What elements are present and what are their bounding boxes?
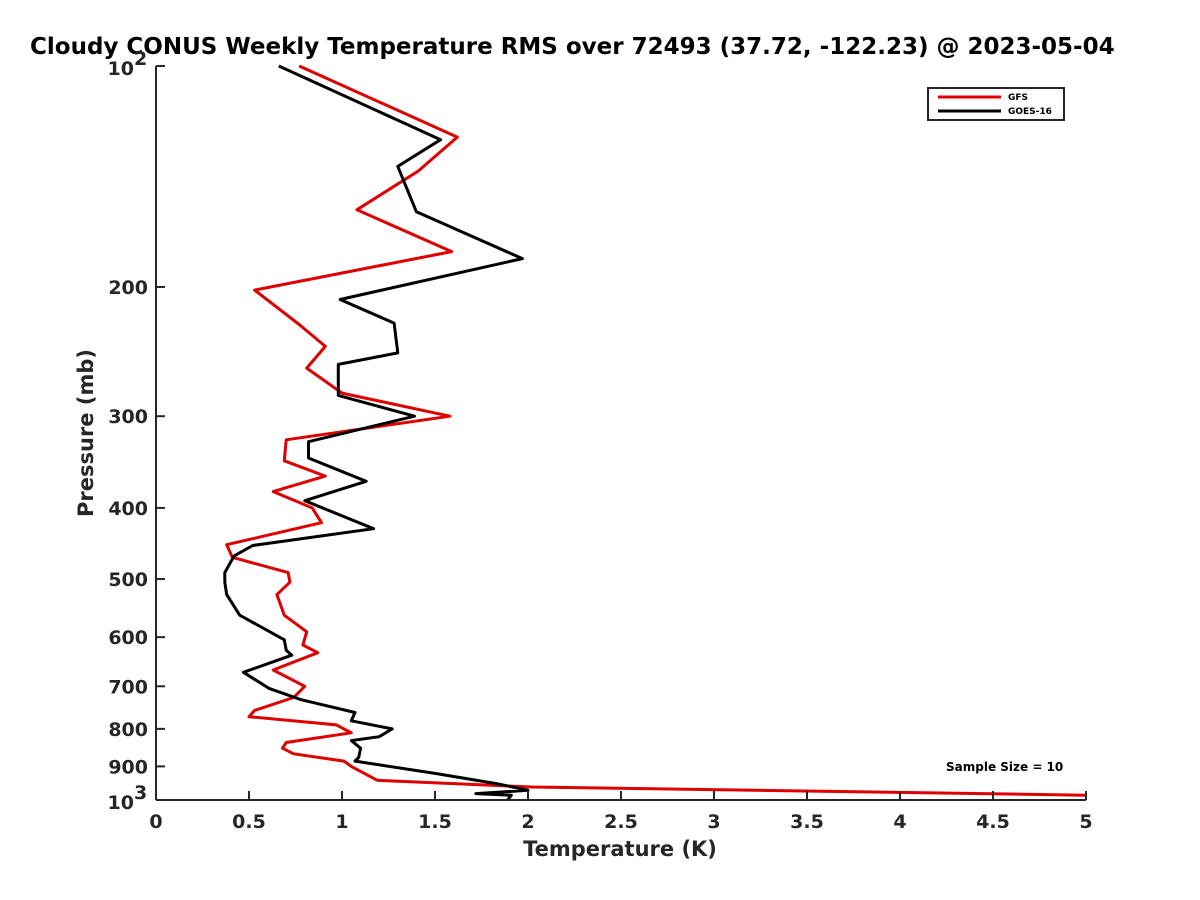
- legend-label: GFS: [1008, 93, 1028, 103]
- x-tick-label: 1: [335, 811, 348, 833]
- series-line-gfs: [225, 64, 1087, 797]
- y-tick-base: 10: [108, 792, 134, 814]
- y-tick-exponent: 3: [134, 782, 147, 804]
- sample-size-annotation: Sample Size = 10: [946, 760, 1063, 774]
- series-line-goes-16: [223, 64, 530, 801]
- legend-label: GOES-16: [1008, 107, 1052, 117]
- y-tick-label: 400: [108, 498, 148, 520]
- legend-box: [927, 87, 1065, 121]
- x-axis: 0 0.5 1 1.5 2 2.5 3 3.5 4 4.5 5: [149, 791, 1093, 833]
- y-tick-label: 800: [108, 719, 148, 741]
- y-tick-exponent: 2: [134, 48, 147, 70]
- y-tick-base: 10: [108, 58, 134, 80]
- y-axis-label: Pressure (mb): [74, 349, 98, 517]
- x-tick-label: 5: [1079, 811, 1092, 833]
- y-tick-label: 600: [108, 627, 148, 649]
- plot-area: [223, 64, 1087, 801]
- x-tick-label: 4.5: [976, 811, 1010, 833]
- y-tick-label: 300: [108, 406, 148, 428]
- y-tick-label: 500: [108, 569, 148, 591]
- y-tick-label: 10 2: [108, 48, 148, 80]
- x-tick-label: 0.5: [232, 811, 266, 833]
- x-tick-label: 0: [149, 811, 162, 833]
- x-tick-label: 2: [521, 811, 534, 833]
- legend: GFS GOES-16: [927, 87, 1065, 121]
- x-tick-label: 4: [893, 811, 906, 833]
- x-tick-label: 1.5: [418, 811, 452, 833]
- x-axis-label: Temperature (K): [523, 837, 717, 861]
- x-tick-label: 2.5: [604, 811, 638, 833]
- y-tick-label: 200: [108, 277, 148, 299]
- y-tick-label: 10 3: [108, 782, 148, 814]
- x-tick-label: 3: [707, 811, 720, 833]
- y-tick-label: 900: [108, 756, 148, 778]
- x-tick-label: 3.5: [790, 811, 824, 833]
- chart-title: Cloudy CONUS Weekly Temperature RMS over…: [30, 34, 1115, 60]
- y-tick-label: 700: [108, 676, 148, 698]
